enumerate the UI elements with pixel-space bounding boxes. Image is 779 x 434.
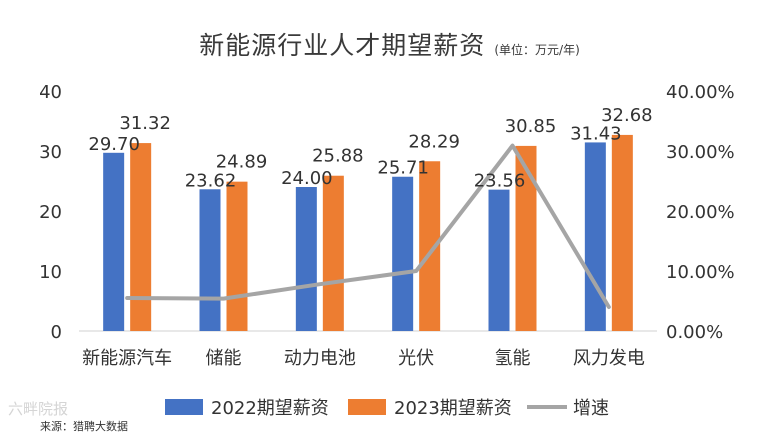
data-label-2022: 25.71: [377, 158, 429, 179]
data-label-2022: 31.43: [570, 123, 622, 144]
bar-2022: [103, 152, 125, 331]
bar-2022: [584, 142, 606, 331]
watermark: 六畔院报: [8, 400, 69, 418]
x-tick-label: 动力电池: [284, 348, 356, 369]
bar-2022: [199, 189, 221, 331]
data-label-2023: 24.89: [216, 152, 268, 173]
bar-2023: [419, 161, 441, 331]
data-label-2023: 31.32: [119, 113, 171, 134]
y-right-tick-label: 30.00%: [666, 142, 735, 163]
chart-unit-note: (单位：万元/年): [494, 43, 580, 57]
data-label-2023: 28.29: [408, 131, 460, 152]
y-left-tick-label: 20: [39, 202, 62, 223]
bar-2023: [515, 145, 537, 331]
growth-line: [125, 143, 611, 309]
y-right-tick-label: 0.00%: [666, 322, 723, 343]
bar-2022: [488, 189, 510, 331]
legend-swatch-0: [165, 399, 203, 415]
y-left-tick-label: 30: [39, 142, 62, 163]
legend-label-0: 2022期望薪资: [211, 398, 329, 419]
data-label-2022: 24.00: [281, 168, 333, 189]
data-label-2022: 23.62: [185, 170, 237, 191]
bar-2023: [611, 134, 633, 331]
bar-2023: [322, 175, 344, 331]
data-label-2023: 32.68: [601, 105, 653, 126]
y-left-tick-label: 0: [51, 322, 62, 343]
y-right-tick-label: 40.00%: [666, 82, 735, 103]
chart-title: 新能源行业人才期望薪资 (单位：万元/年): [0, 26, 779, 62]
bar-2023: [226, 181, 248, 331]
data-label-2023: 30.85: [505, 116, 557, 137]
y-right-tick-label: 20.00%: [666, 202, 735, 223]
bar-2022: [295, 187, 317, 331]
x-tick-label: 风力发电: [573, 348, 645, 369]
y-left-tick-label: 40: [39, 82, 62, 103]
chart-title-main: 新能源行业人才期望薪资: [199, 31, 486, 60]
x-tick-label: 氢能: [495, 348, 531, 369]
bar-2022: [392, 176, 414, 331]
legend-swatch-1: [348, 399, 386, 415]
x-tick-label: 新能源汽车: [82, 348, 172, 369]
bar-2023: [130, 143, 152, 331]
legend-label-1: 2023期望薪资: [394, 398, 512, 419]
data-label-2022: 23.56: [474, 171, 526, 192]
y-right-tick-label: 10.00%: [666, 262, 735, 283]
data-label-2023: 25.88: [312, 146, 364, 167]
legend-label-2: 增速: [573, 398, 609, 419]
x-tick-label: 储能: [206, 348, 242, 369]
x-tick-label: 光伏: [398, 348, 434, 369]
source-note: 来源：猎聘大数据: [40, 420, 128, 433]
y-left-tick-label: 10: [39, 262, 62, 283]
data-label-2022: 29.70: [88, 134, 140, 155]
